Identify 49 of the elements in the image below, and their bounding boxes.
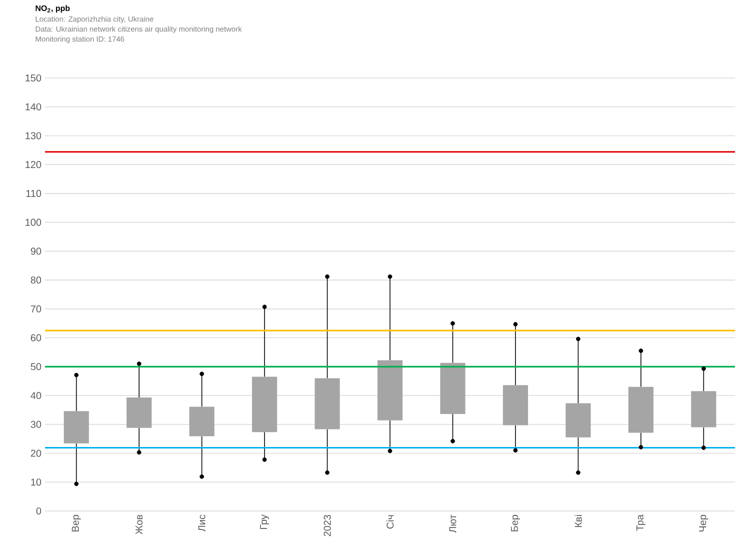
x-tick-label: Січ bbox=[386, 515, 394, 529]
x-tick-label: 2023 bbox=[324, 514, 331, 536]
y-tick-label: 90 bbox=[30, 248, 42, 255]
y-tick-label: 80 bbox=[30, 276, 42, 284]
point bbox=[136, 362, 142, 366]
x-tick-label: Кві bbox=[574, 515, 582, 527]
point bbox=[513, 448, 518, 453]
y-tick-label: 140 bbox=[26, 103, 42, 110]
y-tick-label: 40 bbox=[30, 392, 42, 400]
y-tick-label: 130 bbox=[26, 132, 42, 140]
point bbox=[701, 366, 706, 371]
point bbox=[262, 304, 267, 310]
y-tick-label: 60 bbox=[30, 334, 42, 342]
y-tick-label: 150 bbox=[26, 74, 42, 82]
point bbox=[200, 474, 204, 479]
point bbox=[262, 457, 267, 462]
point bbox=[450, 321, 455, 326]
point bbox=[388, 448, 392, 454]
point bbox=[513, 322, 518, 326]
point bbox=[450, 438, 455, 444]
point bbox=[576, 336, 580, 342]
y-tick-label: 100 bbox=[26, 218, 42, 226]
x-tick-label: Вер bbox=[72, 514, 81, 532]
x-tick-label: Чер bbox=[699, 514, 708, 532]
y-tick-label: 30 bbox=[30, 420, 42, 428]
point bbox=[325, 274, 330, 279]
y-tick-label: 70 bbox=[30, 305, 42, 312]
x-tick-label: Гру bbox=[260, 514, 270, 529]
x-tick-label: Жов bbox=[136, 514, 143, 534]
y-tick-label: 50 bbox=[30, 363, 42, 370]
point bbox=[74, 482, 79, 486]
point bbox=[200, 372, 204, 376]
point bbox=[576, 470, 580, 475]
point bbox=[638, 348, 644, 353]
point bbox=[136, 450, 142, 455]
point bbox=[388, 274, 392, 279]
y-tick-label: 20 bbox=[30, 450, 42, 457]
x-tick-label: Лис bbox=[198, 514, 206, 532]
x-tick-label: Тра bbox=[636, 514, 646, 531]
point bbox=[638, 444, 644, 450]
x-tick-label: Лют bbox=[449, 514, 456, 533]
y-tick-label: 110 bbox=[26, 190, 42, 197]
y-tick-label: 0 bbox=[36, 507, 42, 515]
point bbox=[701, 446, 706, 450]
point bbox=[325, 470, 330, 475]
y-tick-label: 120 bbox=[26, 161, 42, 168]
y-tick-label: 10 bbox=[31, 478, 42, 486]
x-tick-label: Бер bbox=[511, 514, 520, 532]
point bbox=[74, 372, 79, 378]
